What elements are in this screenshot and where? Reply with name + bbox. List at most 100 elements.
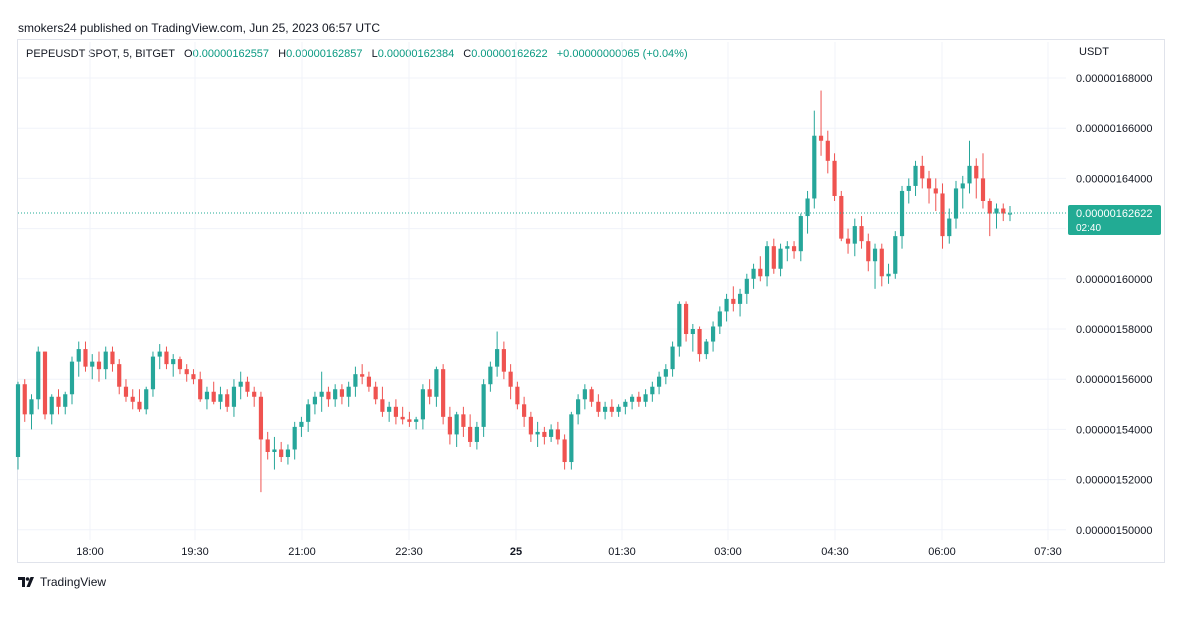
open-key: O	[184, 48, 193, 60]
candle	[528, 411, 533, 442]
candle-body	[144, 389, 149, 410]
candle	[339, 384, 345, 405]
symbol-label[interactable]: PEPEUSDT SPOT, 5, BITGET	[26, 48, 175, 60]
candle-body	[326, 391, 331, 400]
candle-body	[380, 399, 385, 412]
candle	[110, 346, 115, 372]
x-tick-label: 03:00	[714, 546, 742, 558]
low-value: 0.00000162384	[377, 48, 455, 60]
candle-body	[589, 389, 594, 402]
candle	[299, 416, 304, 437]
candle-body	[360, 374, 365, 377]
candle	[758, 256, 763, 282]
x-tick-label: 25	[510, 546, 522, 558]
candle-body	[528, 416, 533, 435]
candle-body	[650, 386, 655, 395]
candle	[474, 421, 479, 450]
candle-body	[238, 381, 243, 387]
candle	[312, 391, 318, 415]
candle	[144, 386, 149, 415]
candle-body	[886, 273, 891, 277]
candle	[818, 90, 824, 156]
footer-branding[interactable]: TradingView	[18, 575, 106, 589]
candle-body	[562, 439, 567, 463]
candle	[967, 140, 972, 194]
candle-body	[758, 268, 763, 277]
y-tick-label: 0.00000156000	[1076, 374, 1152, 386]
candle-body	[724, 298, 729, 312]
candle-body	[974, 165, 979, 179]
candle-body	[312, 396, 318, 405]
candle-body	[994, 208, 999, 214]
candle-body	[555, 429, 560, 440]
candle-body	[623, 401, 628, 407]
candle	[171, 354, 176, 377]
candle	[258, 391, 264, 493]
candle	[123, 379, 129, 402]
candle	[839, 190, 844, 242]
candle-body	[656, 376, 662, 387]
candle-body	[76, 349, 81, 362]
candle-body	[157, 351, 162, 357]
candle	[879, 243, 884, 287]
candle-body	[596, 401, 601, 412]
candle-body	[710, 326, 716, 342]
candle-body	[812, 135, 817, 199]
candle	[447, 406, 452, 445]
candle	[164, 346, 169, 370]
candle	[947, 208, 952, 244]
candle-body	[893, 236, 898, 274]
candle	[576, 394, 581, 425]
candle-body	[677, 303, 682, 347]
candle-body	[603, 406, 608, 412]
candle	[872, 243, 878, 289]
price-axis[interactable]: 0.00000150000 0.00000152000 0.00000154000 0…	[1076, 73, 1152, 537]
candle-body	[535, 431, 540, 435]
y-tick-label: 0.00000166000	[1076, 123, 1152, 135]
candle	[366, 371, 372, 392]
candle	[866, 233, 871, 272]
candle	[15, 381, 21, 470]
candle	[980, 153, 986, 209]
candle-body	[22, 384, 27, 415]
candle	[582, 384, 587, 410]
candle-body	[704, 341, 709, 355]
candle	[508, 364, 513, 400]
candle	[360, 364, 365, 385]
candle-body	[69, 361, 75, 395]
candle-body	[184, 369, 189, 375]
candle	[515, 381, 520, 410]
currency-label[interactable]: USDT	[1079, 46, 1109, 58]
candle	[157, 344, 162, 370]
candle	[103, 346, 108, 380]
x-tick-label: 06:00	[928, 546, 956, 558]
candle	[636, 391, 641, 407]
high-key: H	[278, 48, 287, 60]
candle-body	[272, 449, 277, 452]
candle	[252, 386, 257, 407]
y-tick-label: 0.00000164000	[1076, 173, 1152, 185]
candle	[744, 273, 749, 304]
candle	[434, 366, 439, 407]
candle-body	[164, 351, 169, 365]
candle-body	[319, 391, 324, 397]
candle	[353, 366, 358, 397]
y-tick-label: 0.00000168000	[1076, 73, 1152, 85]
candle	[326, 386, 331, 407]
candle-body	[569, 414, 574, 463]
candle	[920, 155, 925, 189]
time-axis[interactable]: 18:00 19:30 21:00 22:30 25 01:30 03:00 04:30 06:…	[76, 546, 1062, 558]
candle	[677, 301, 682, 357]
candle-body	[414, 419, 419, 422]
candle-body	[515, 386, 520, 405]
candle-body	[441, 369, 446, 417]
candle-body	[953, 188, 959, 219]
candle-body	[926, 178, 932, 189]
candle-body	[643, 394, 648, 402]
candle	[852, 218, 857, 257]
candle	[319, 371, 324, 412]
candle-body	[778, 248, 783, 269]
candle	[825, 130, 830, 174]
candle-body	[245, 381, 250, 392]
